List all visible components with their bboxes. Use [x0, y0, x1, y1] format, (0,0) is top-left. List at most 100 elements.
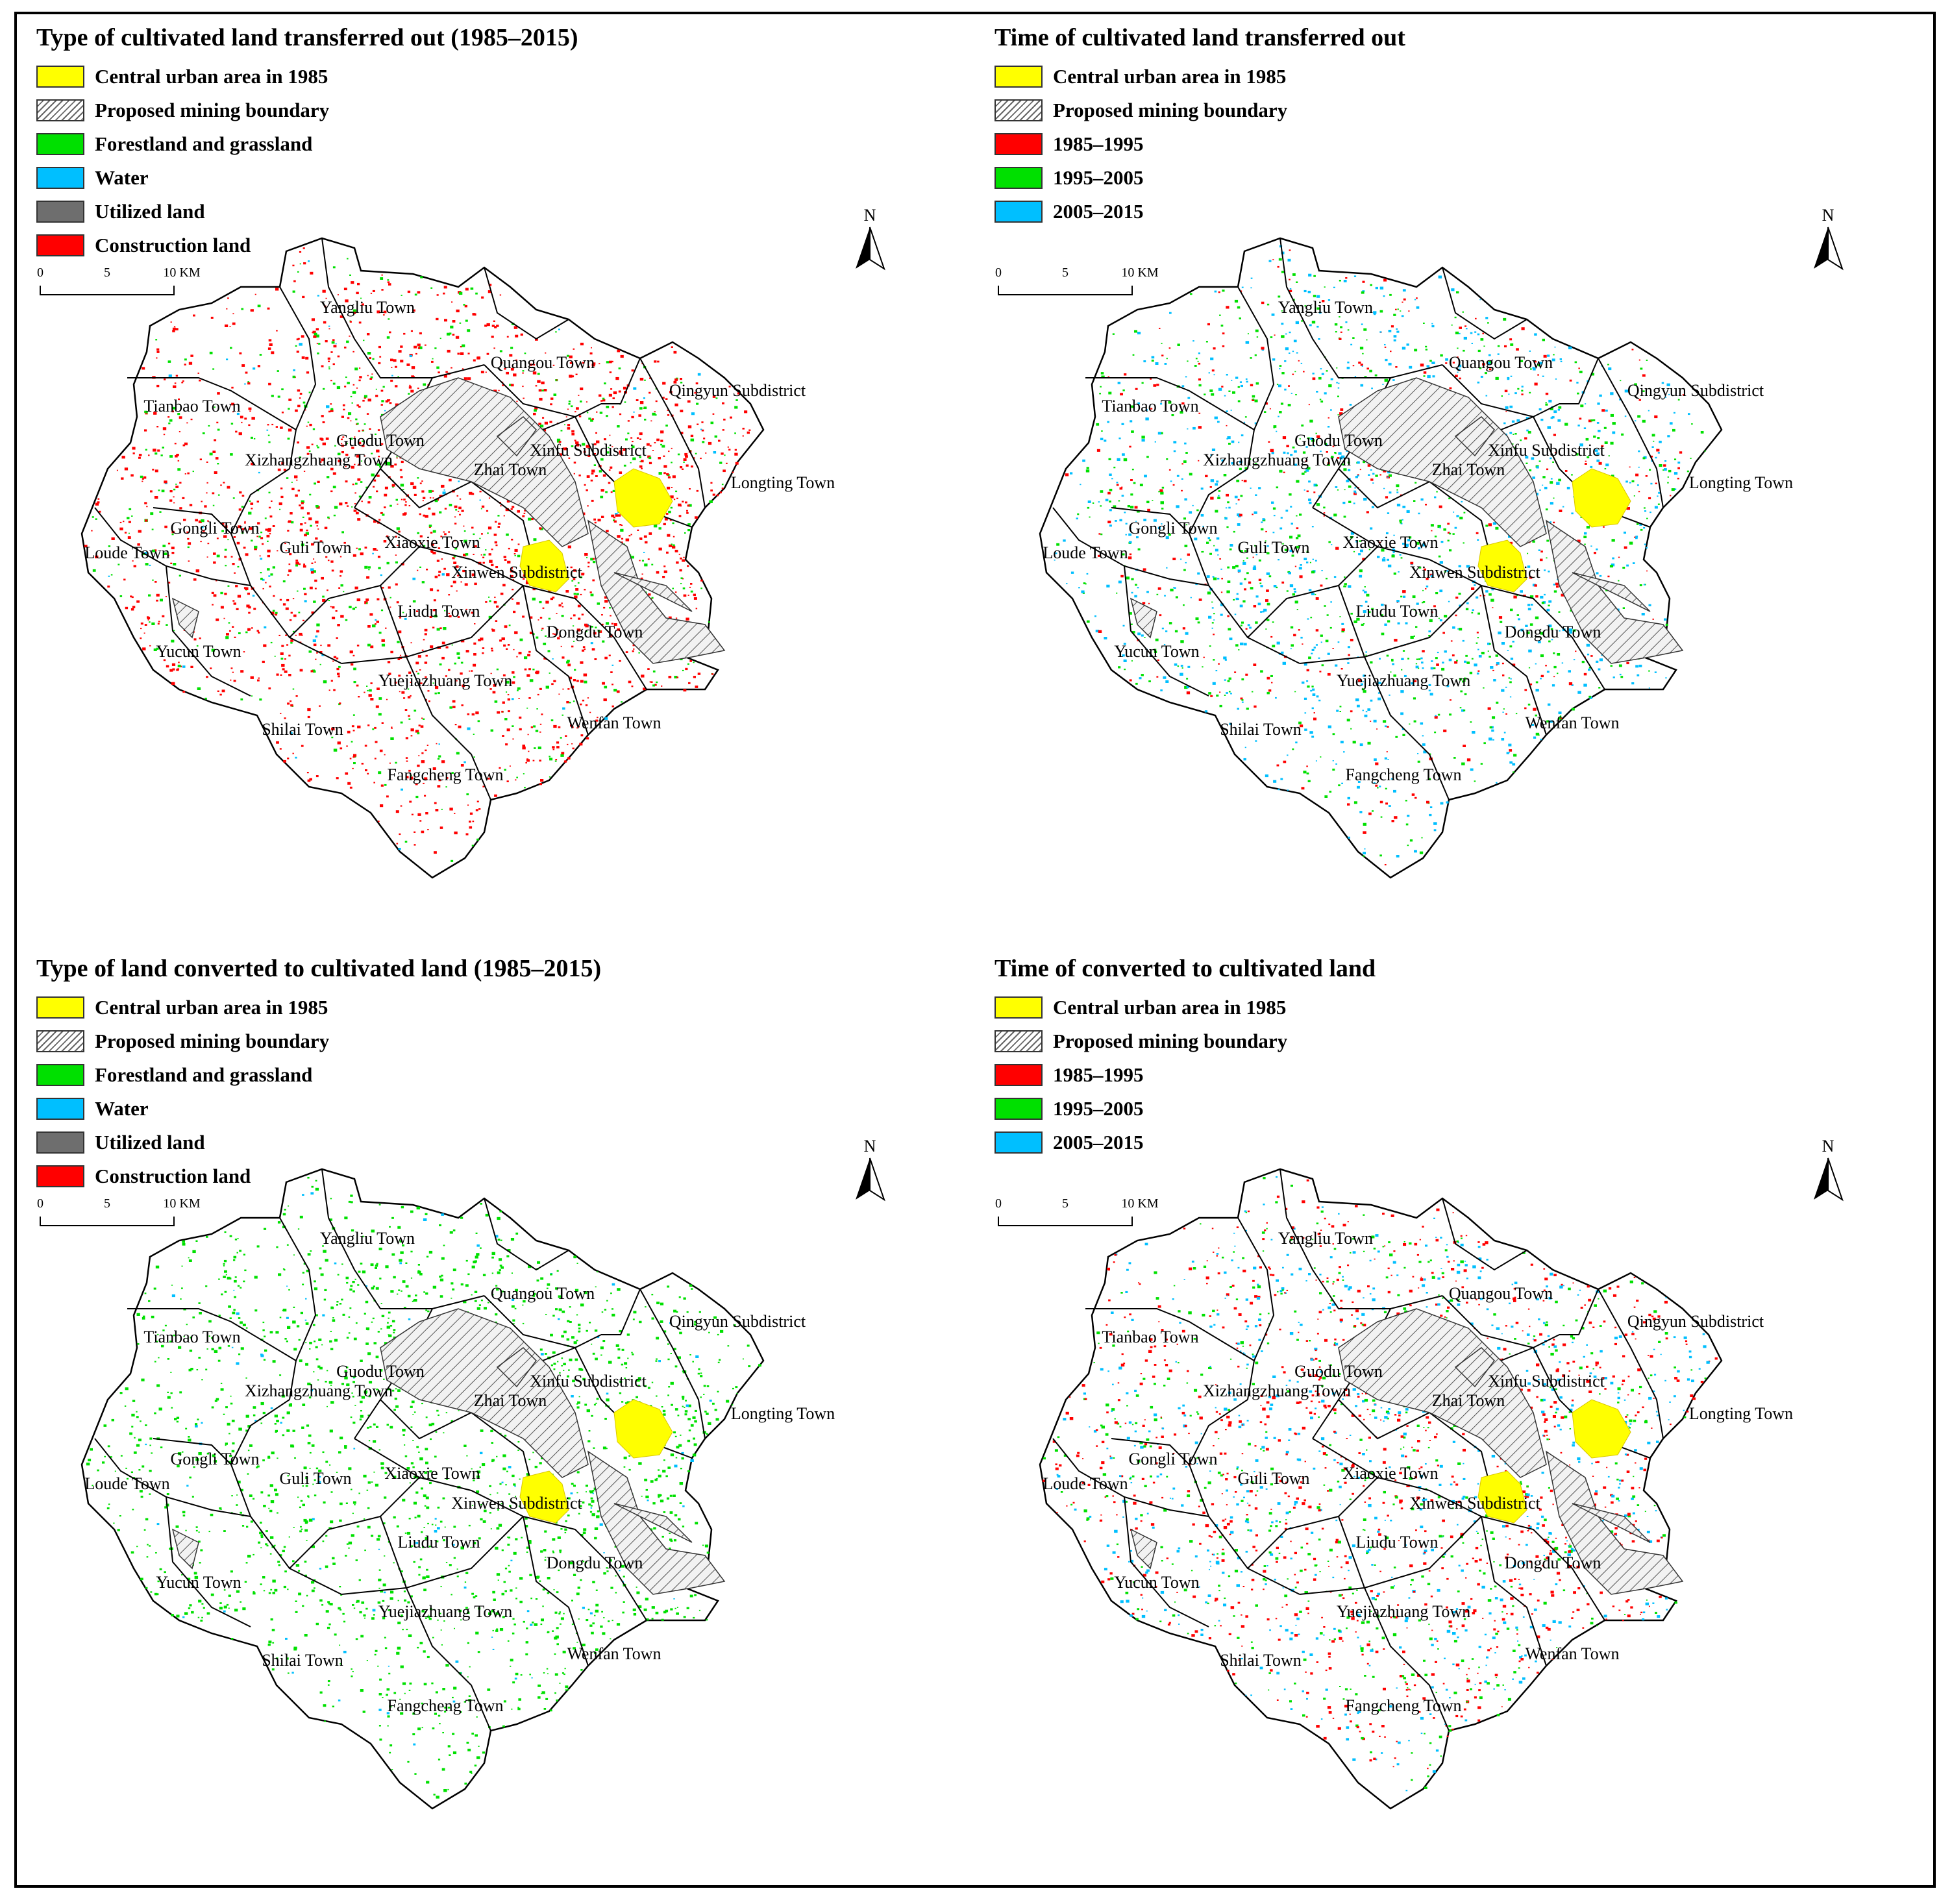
legend-item: Proposed mining boundary: [36, 93, 329, 127]
north-label: N: [1822, 206, 1835, 225]
legend-item: Water: [36, 161, 329, 195]
panel-cultivated-out-type: Type of cultivated land transferred out …: [17, 14, 978, 949]
land-change-pixels: [86, 1177, 761, 1799]
town-label: Qingyun Subdistrict: [669, 381, 806, 400]
map-svg: Yangliu Town Quangou Town Qingyun Subdistr…: [995, 206, 1844, 879]
legend-swatch: [995, 201, 1043, 223]
scale-tick-label: 5: [1062, 1196, 1069, 1211]
town-label: Xinwen Subdistrict: [451, 1494, 582, 1513]
legend-label: 1985–1995: [1053, 1063, 1144, 1086]
legend-swatch: [36, 1165, 84, 1187]
legend-label: Central urban area in 1985: [95, 65, 328, 88]
town-label: Yucun Town: [156, 642, 241, 661]
legend-item: Forestland and grassland: [36, 1058, 329, 1092]
central-urban-area: [1477, 1399, 1631, 1524]
scale-tick-label: 0: [37, 1196, 43, 1211]
north-arrow-icon: N: [1814, 206, 1844, 271]
town-label: Loude Town: [1043, 1474, 1128, 1493]
panel-title: Type of land converted to cultivated lan…: [36, 955, 602, 982]
town-label: Quangou Town: [491, 1284, 595, 1303]
central-urban-area: [1477, 468, 1631, 593]
legend-item: Utilized land: [36, 195, 329, 229]
town-label: Shilai Town: [262, 1651, 343, 1670]
town-label: Guli Town: [1237, 538, 1309, 557]
scale-bar: 0 5 10 KM: [37, 1196, 201, 1226]
town-label: Liudu Town: [398, 602, 480, 621]
legend-label: 2005–2015: [1053, 1131, 1144, 1154]
legend-item: Forestland and grassland: [36, 127, 329, 161]
legend-label: Central urban area in 1985: [1053, 996, 1287, 1019]
town-label: Fangcheng Town: [1346, 1696, 1462, 1715]
legend-item: Construction land: [36, 1159, 329, 1193]
town-label: Loude Town: [1043, 543, 1128, 562]
panel-converted-in-time: Time of converted to cultivated land Cen…: [975, 945, 1936, 1880]
legend-swatch: [36, 1098, 84, 1120]
legend-swatch: [36, 201, 84, 223]
legend-label: Forestland and grassland: [95, 132, 313, 155]
town-label: Guodu Town: [336, 1362, 425, 1381]
scale-bar: 0 5 10 KM: [995, 1196, 1159, 1226]
town-label: Liudu Town: [1356, 602, 1439, 621]
legend-label: Proposed mining boundary: [1053, 99, 1288, 121]
legend-swatch: [36, 996, 84, 1019]
mining-boundary: [1130, 377, 1684, 664]
town-label: Gongli Town: [1128, 1450, 1217, 1468]
scale-tick-label: 5: [104, 266, 110, 280]
legend-swatch: [36, 133, 84, 155]
town-label: Yucun Town: [156, 1573, 241, 1592]
town-label: Guodu Town: [1294, 1362, 1383, 1381]
town-label: Guli Town: [1237, 1469, 1309, 1488]
scale-tick-label: 5: [1062, 266, 1069, 280]
legend-item: 1995–2005: [995, 1092, 1287, 1126]
town-label: Liudu Town: [398, 1533, 480, 1552]
legend-swatch: [36, 1064, 84, 1086]
town-label: Qingyun Subdistrict: [1627, 1312, 1764, 1331]
legend-item: Construction land: [36, 229, 329, 262]
legend-item: Water: [36, 1092, 329, 1126]
scale-tick-label: 5: [104, 1196, 110, 1211]
legend-item: 1985–1995: [995, 127, 1287, 161]
legend-swatch: [995, 66, 1043, 88]
town-label: Zhai Town: [474, 1391, 547, 1410]
north-arrow-icon: N: [856, 206, 885, 271]
legend-item: Proposed mining boundary: [995, 93, 1287, 127]
town-label: Yuejiazhuang Town: [378, 1602, 512, 1621]
legend-label: 2005–2015: [1053, 200, 1144, 223]
map-svg: Yangliu Town Quangou Town Qingyun Subdistr…: [995, 1137, 1844, 1810]
legend-label: Proposed mining boundary: [1053, 1030, 1288, 1052]
legend-swatch: [995, 1098, 1043, 1120]
town-label: Xinfu Subdistrict: [1488, 441, 1605, 460]
town-label: Xiaoxie Town: [1342, 533, 1438, 552]
panel-title: Time of converted to cultivated land: [995, 955, 1376, 982]
town-label: Tianbao Town: [143, 397, 240, 415]
central-urban-area: [519, 468, 673, 593]
central-urban-area: [519, 1399, 673, 1524]
town-label: Yuejiazhuang Town: [1337, 671, 1470, 690]
town-label: Xizhangzhuang Town: [1203, 451, 1351, 469]
town-label: Qingyun Subdistrict: [669, 1312, 806, 1331]
scale-tick-label: 0: [995, 1196, 1002, 1211]
scale-tick-label: 0: [37, 266, 43, 280]
town-label: Yuejiazhuang Town: [378, 671, 512, 690]
town-label: Xinwen Subdistrict: [451, 563, 582, 582]
legend-item: Central urban area in 1985: [36, 991, 329, 1024]
town-label: Yangliu Town: [320, 298, 415, 317]
legend-swatch: [995, 1131, 1043, 1154]
panel-title: Time of cultivated land transferred out: [995, 24, 1405, 51]
town-label: Xizhangzhuang Town: [1203, 1381, 1351, 1400]
mining-boundary: [171, 377, 726, 664]
legend-label: Construction land: [95, 1165, 251, 1187]
town-label: Xizhangzhuang Town: [245, 1381, 393, 1400]
scale-bar: 0 5 10 KM: [995, 266, 1159, 295]
map-svg: Yangliu Town Quangou Town Qingyun Subdistr…: [37, 206, 885, 879]
town-label: Gongli Town: [1128, 519, 1217, 538]
town-label: Yucun Town: [1114, 1573, 1199, 1592]
legend-label: Central urban area in 1985: [95, 996, 328, 1019]
town-label: Zhai Town: [1432, 460, 1505, 479]
panel-converted-in-type: Type of land converted to cultivated lan…: [17, 945, 978, 1880]
legend-item: 2005–2015: [995, 1126, 1287, 1159]
north-arrow-icon: N: [856, 1137, 885, 1202]
town-label: Wenfan Town: [567, 1644, 661, 1663]
town-label: Yangliu Town: [1278, 298, 1373, 317]
town-label: Yuejiazhuang Town: [1337, 1602, 1470, 1621]
